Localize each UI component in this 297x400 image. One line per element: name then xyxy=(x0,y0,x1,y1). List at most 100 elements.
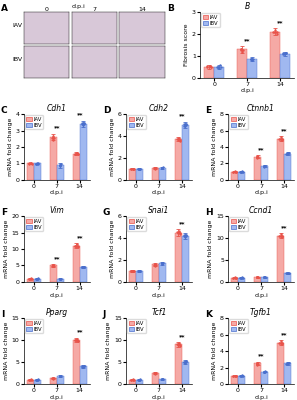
Point xyxy=(238,168,243,175)
Point xyxy=(262,163,266,169)
Point xyxy=(81,264,86,270)
Bar xyxy=(247,59,257,78)
Bar xyxy=(159,379,166,384)
Point xyxy=(279,231,283,238)
Bar xyxy=(284,273,291,282)
Point xyxy=(182,359,187,366)
Point xyxy=(131,166,136,172)
Point xyxy=(279,340,284,346)
Point xyxy=(240,274,244,280)
Text: **: ** xyxy=(53,126,60,130)
Point xyxy=(277,233,282,239)
Bar xyxy=(34,279,41,282)
Bar xyxy=(284,154,291,180)
Point xyxy=(279,341,284,348)
Point xyxy=(176,340,181,346)
Bar xyxy=(50,137,57,180)
Point xyxy=(182,232,187,238)
Point xyxy=(29,276,34,282)
Point xyxy=(153,370,157,377)
Point xyxy=(129,268,134,274)
Point xyxy=(50,262,55,269)
Point xyxy=(177,342,182,348)
Point xyxy=(129,268,133,274)
Point xyxy=(80,364,85,370)
Point xyxy=(231,274,236,281)
Point xyxy=(262,274,267,280)
Point xyxy=(285,151,290,157)
Point xyxy=(262,163,266,169)
Bar xyxy=(50,266,57,282)
Point xyxy=(284,50,288,57)
Point xyxy=(50,134,55,140)
Point xyxy=(285,270,290,276)
Bar xyxy=(254,364,261,384)
Point xyxy=(58,276,63,282)
Point xyxy=(160,165,165,172)
Point xyxy=(26,160,31,167)
Y-axis label: mRNA fold change: mRNA fold change xyxy=(106,322,111,380)
Point xyxy=(26,376,31,383)
Point xyxy=(152,261,157,268)
Bar xyxy=(254,277,261,282)
Point xyxy=(138,165,142,172)
Point xyxy=(153,165,158,171)
Y-axis label: mRNA fold change: mRNA fold change xyxy=(212,322,217,380)
Point xyxy=(177,229,182,236)
Title: Cdh2: Cdh2 xyxy=(149,104,169,113)
Point xyxy=(255,362,260,368)
Point xyxy=(50,133,55,140)
Point xyxy=(279,232,284,239)
Point xyxy=(59,161,64,168)
Bar xyxy=(284,364,291,384)
Point xyxy=(279,338,283,345)
Point xyxy=(274,29,279,36)
Text: E: E xyxy=(205,106,211,115)
Point xyxy=(136,166,140,172)
Point xyxy=(262,163,266,169)
Point xyxy=(50,134,55,141)
Point xyxy=(263,162,268,169)
Text: **: ** xyxy=(77,330,83,335)
Point xyxy=(82,119,87,126)
Bar xyxy=(152,264,159,282)
Point xyxy=(239,45,244,52)
Point xyxy=(160,165,165,171)
Point xyxy=(35,376,40,383)
Point xyxy=(136,166,141,172)
Bar xyxy=(182,236,189,282)
Text: **: ** xyxy=(244,38,250,43)
Point xyxy=(175,229,180,236)
Bar xyxy=(182,125,189,180)
Point xyxy=(239,169,244,175)
Point xyxy=(182,233,187,240)
Point xyxy=(73,242,78,249)
Point xyxy=(35,160,40,166)
Point xyxy=(255,274,260,280)
Point xyxy=(160,261,165,267)
Point xyxy=(284,360,289,366)
Point xyxy=(255,360,260,367)
Point xyxy=(177,136,182,142)
Point xyxy=(75,337,80,343)
Legend: IAV, IBV: IAV, IBV xyxy=(229,319,248,334)
Point xyxy=(34,160,39,167)
Point xyxy=(138,267,142,274)
Bar xyxy=(129,271,136,282)
Bar xyxy=(175,139,182,180)
Point xyxy=(284,360,289,367)
Point xyxy=(159,260,164,266)
Point xyxy=(29,376,33,383)
Point xyxy=(138,376,143,383)
Point xyxy=(137,376,142,383)
Bar xyxy=(152,168,159,180)
Point xyxy=(58,373,63,379)
Point xyxy=(207,63,212,70)
Point xyxy=(161,260,166,266)
Point xyxy=(29,276,34,282)
Point xyxy=(35,376,40,383)
Point xyxy=(51,375,56,382)
Text: F: F xyxy=(1,208,7,217)
Point xyxy=(34,160,38,167)
Point xyxy=(80,264,85,271)
